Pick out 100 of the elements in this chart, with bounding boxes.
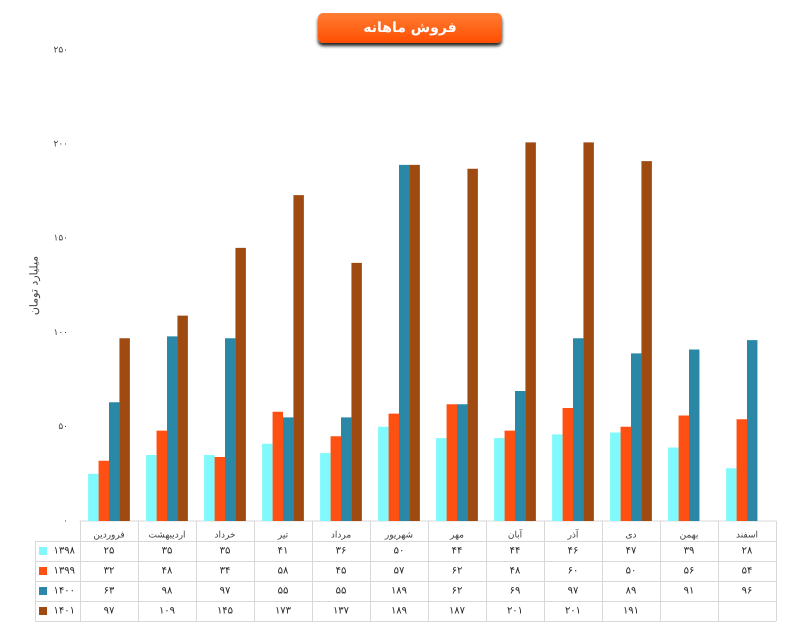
bar bbox=[204, 455, 215, 521]
x-tick-label: فروردین bbox=[93, 530, 125, 541]
bar bbox=[552, 434, 563, 521]
legend-label: ۱۳۹۹ bbox=[54, 566, 75, 577]
bar bbox=[109, 402, 120, 521]
data-label: ۹۷ bbox=[104, 606, 115, 617]
bar bbox=[631, 353, 642, 521]
bar bbox=[177, 316, 188, 521]
bar bbox=[504, 430, 515, 521]
bar bbox=[399, 164, 410, 521]
data-label: ۵۴ bbox=[742, 566, 752, 577]
data-label: ۵۷ bbox=[394, 566, 405, 577]
bar bbox=[678, 415, 689, 521]
y-tick-label: ۵۰ bbox=[58, 422, 68, 432]
bar bbox=[668, 448, 679, 521]
bar bbox=[225, 338, 236, 521]
bar bbox=[641, 161, 652, 521]
data-label: ۵۰ bbox=[394, 546, 404, 557]
bar bbox=[293, 195, 304, 521]
x-tick-label: آذر bbox=[566, 528, 579, 541]
y-tick-label: ۱۰۰ bbox=[53, 328, 68, 338]
y-tick-label: ۰ bbox=[63, 516, 68, 526]
x-tick-label: آبان bbox=[508, 528, 523, 541]
y-tick-label: ۱۵۰ bbox=[53, 234, 68, 244]
x-tick-label: تیر bbox=[276, 530, 289, 541]
bar bbox=[467, 168, 478, 521]
data-label: ۶۰ bbox=[568, 566, 578, 577]
bar bbox=[583, 142, 594, 521]
legend-label: ۱۳۹۸ bbox=[54, 546, 76, 557]
bar bbox=[525, 142, 536, 521]
data-label: ۱۸۹ bbox=[390, 586, 408, 597]
data-label: ۴۵ bbox=[336, 566, 346, 577]
legend-label: ۱۴۰۱ bbox=[54, 606, 75, 617]
bar bbox=[235, 248, 246, 521]
bar bbox=[689, 350, 700, 521]
data-label: ۶۹ bbox=[510, 586, 520, 597]
x-tick-label: مهر bbox=[449, 530, 464, 541]
data-label: ۳۴ bbox=[220, 566, 230, 577]
bar bbox=[573, 338, 584, 521]
data-label: ۶۳ bbox=[104, 586, 115, 597]
data-label: ۵۵ bbox=[278, 586, 288, 597]
bar bbox=[494, 438, 505, 521]
data-label: ۳۶ bbox=[336, 546, 346, 557]
data-label: ۴۸ bbox=[162, 566, 173, 577]
data-label: ۱۹۱ bbox=[622, 606, 640, 617]
data-label: ۲۵ bbox=[104, 546, 114, 557]
bar bbox=[320, 453, 331, 521]
bar bbox=[283, 417, 294, 521]
bar bbox=[146, 455, 157, 521]
data-label: ۲۰۱ bbox=[506, 606, 524, 617]
x-tick-label: خرداد bbox=[214, 530, 236, 541]
bar bbox=[214, 456, 225, 521]
data-label: ۳۵ bbox=[220, 546, 230, 557]
x-tick-label: دی bbox=[625, 530, 637, 541]
data-label: ۹۷ bbox=[220, 586, 231, 597]
bar bbox=[262, 444, 273, 521]
bar bbox=[562, 408, 573, 521]
bar bbox=[272, 412, 283, 521]
data-label: ۳۹ bbox=[684, 546, 694, 557]
bar bbox=[378, 426, 389, 521]
data-label: ۶۲ bbox=[452, 586, 462, 597]
y-tick-label: ۲۵۰ bbox=[53, 45, 68, 56]
data-label: ۵۰ bbox=[626, 566, 636, 577]
data-label: ۱۳۷ bbox=[332, 606, 350, 617]
data-label: ۶۲ bbox=[452, 566, 462, 577]
data-label: ۵۵ bbox=[336, 586, 346, 597]
bar bbox=[156, 430, 167, 521]
bar bbox=[436, 438, 447, 521]
x-tick-label: شهریور bbox=[384, 530, 414, 541]
bar bbox=[388, 414, 399, 521]
bar bbox=[446, 404, 457, 521]
bar bbox=[409, 164, 420, 521]
bar bbox=[341, 417, 352, 521]
data-label: ۹۸ bbox=[162, 586, 173, 597]
y-tick-label: ۲۰۰ bbox=[53, 140, 68, 150]
bar bbox=[515, 391, 526, 521]
legend-label: ۱۴۰۰ bbox=[54, 586, 75, 597]
data-label: ۵۶ bbox=[684, 566, 694, 577]
bar bbox=[747, 340, 758, 521]
chart-title: فروش ماهانه bbox=[318, 13, 502, 43]
x-tick-label: مرداد bbox=[330, 530, 352, 541]
data-label: ۱۸۹ bbox=[390, 606, 408, 617]
data-label: ۲۰۱ bbox=[564, 606, 582, 617]
y-axis-title: میلیارد تومان bbox=[27, 256, 40, 316]
data-label: ۸۹ bbox=[626, 586, 636, 597]
data-label: ۴۱ bbox=[278, 546, 288, 557]
data-label: ۳۵ bbox=[162, 546, 172, 557]
x-tick-label: اردیبهشت bbox=[148, 530, 186, 541]
data-label: ۲۸ bbox=[742, 546, 753, 557]
data-label: ۱۷۳ bbox=[274, 606, 292, 617]
data-label: ۹۶ bbox=[742, 586, 752, 597]
x-tick-label: اسفند bbox=[736, 530, 758, 541]
x-tick-label: بهمن bbox=[680, 530, 698, 541]
bar bbox=[620, 426, 631, 521]
bar bbox=[610, 432, 621, 521]
bar bbox=[88, 474, 99, 521]
bar bbox=[736, 419, 747, 521]
data-label: ۴۴ bbox=[452, 546, 462, 557]
data-label: ۴۷ bbox=[626, 546, 637, 557]
data-label: ۱۴۵ bbox=[216, 606, 234, 617]
